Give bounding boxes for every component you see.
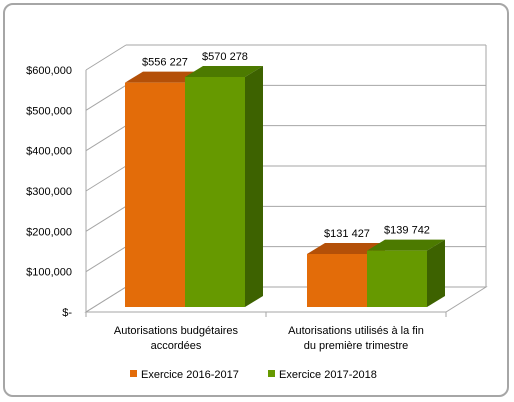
bar-top — [307, 242, 385, 254]
x-axis-categories: Autorisations budgétaires accordéesAutori… — [114, 325, 424, 352]
gridline-wall — [85, 84, 127, 111]
category-label-line: Autorisations utilisés à la fin — [288, 325, 424, 337]
floor — [84, 286, 488, 313]
y-tick-label: $400,000 — [26, 146, 72, 158]
category-label-line: du première trimestre — [304, 340, 409, 352]
bar-side — [245, 65, 263, 307]
gridline-wall — [85, 125, 127, 152]
y-tick-label: $500,000 — [26, 105, 72, 117]
data-label: $139 742 — [384, 225, 430, 237]
y-tick-label: $600,000 — [26, 65, 72, 77]
legend: Exercice 2016-2017 Exercice 2017-2018 — [130, 369, 377, 381]
y-tick-label: $100,000 — [26, 267, 72, 279]
bar-top — [125, 71, 203, 83]
bar-side — [427, 239, 445, 307]
gridline-wall — [85, 44, 127, 71]
y-tick-label: $300,000 — [26, 186, 72, 198]
data-labels: $556 227 $570 278 $131 427 $139 742 — [142, 51, 430, 240]
category-label: Autorisations utilisés à la fin du premiè… — [288, 325, 424, 352]
bar-top — [367, 239, 445, 251]
gridline-wall — [85, 205, 127, 232]
gridline-wall — [85, 246, 127, 273]
data-label: $131 427 — [324, 228, 370, 240]
bar — [185, 76, 245, 307]
bar — [367, 250, 427, 307]
legend-label: Exercice 2017-2018 — [279, 369, 377, 381]
category-label-line: accordées — [151, 340, 202, 352]
y-tick-label: $200,000 — [26, 226, 72, 238]
y-axis: $- $100,000 $200,000 $300,000 $400,000 $500,0… — [26, 65, 72, 319]
bars — [125, 65, 445, 307]
gridline-wall — [85, 165, 127, 192]
legend-label: Exercice 2016-2017 — [141, 369, 239, 381]
data-label: $570 278 — [202, 51, 248, 63]
data-label: $556 227 — [142, 57, 188, 69]
legend-swatch — [268, 370, 275, 377]
category-label-line: Autorisations budgétaires — [114, 325, 239, 337]
category-label: Autorisations budgétaires accordées — [114, 325, 239, 352]
bar — [307, 253, 367, 307]
bar — [125, 82, 185, 307]
legend-swatch — [130, 370, 137, 377]
bar-top — [185, 65, 263, 77]
y-tick-label: $- — [62, 307, 72, 319]
